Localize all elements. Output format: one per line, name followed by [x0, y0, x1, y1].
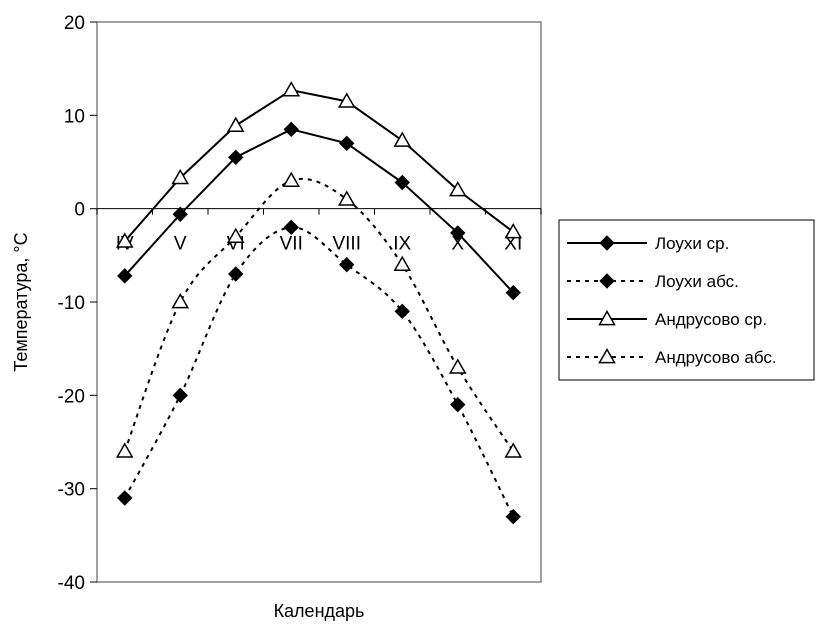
data-point: [283, 121, 299, 138]
x-tick-label: VIII: [332, 234, 361, 255]
data-point: [226, 227, 245, 244]
legend: Лоухи ср. Лоухи абс. Андрусово ср. Андрусов…: [558, 219, 815, 381]
y-tick-label: 10: [64, 106, 85, 127]
y-axis-title: Температура, °C: [11, 232, 31, 371]
data-point: [504, 222, 523, 239]
data-point: [117, 268, 133, 284]
legend-marker: [599, 235, 615, 251]
data-point: [393, 131, 412, 147]
legend-item: Лоухи ср.: [567, 234, 729, 253]
data-point: [339, 135, 355, 152]
legend-label: Лоухи ср.: [655, 234, 729, 253]
x-axis: IVVVIVIIVIIIIXXXI: [96, 208, 542, 255]
data-point: [394, 174, 410, 191]
y-tick-label: 0: [74, 200, 85, 221]
data-point: [394, 303, 410, 320]
series-line: [123, 89, 514, 242]
data-point: [339, 256, 355, 273]
data-point: [115, 442, 134, 458]
x-axis-title: Календарь: [274, 601, 365, 621]
data-point: [172, 206, 188, 222]
y-tick-label: -40: [58, 573, 85, 594]
data-point: [504, 442, 523, 458]
data-point: [171, 292, 190, 309]
legend-item: Андрусово ср.: [567, 309, 767, 329]
legend-label: Лоухи абс.: [655, 272, 739, 291]
legend-marker: [598, 347, 616, 364]
x-tick-label: IX: [393, 234, 411, 255]
data-point: [117, 490, 133, 506]
data-point: [228, 149, 244, 166]
data-point: [450, 225, 466, 241]
y-tick-label: -30: [58, 480, 85, 501]
data-point: [448, 180, 467, 197]
y-axis: -40 -30 -20 -10 0 10 20: [58, 13, 97, 594]
series-layer: [115, 81, 523, 525]
legend-item: Андрусово абс.: [567, 347, 777, 367]
data-point: [337, 92, 356, 108]
series-2: [117, 219, 521, 525]
legend-marker: [598, 309, 616, 326]
data-point: [171, 168, 190, 185]
data-point: [228, 266, 244, 282]
data-point: [448, 358, 467, 374]
data-point: [226, 116, 245, 132]
series-line: [124, 128, 514, 294]
series-3: [115, 81, 523, 248]
series-4: [115, 171, 523, 458]
data-point: [115, 232, 134, 248]
data-point: [337, 190, 356, 206]
data-point: [505, 508, 521, 525]
x-tick-label: V: [174, 234, 187, 255]
x-tick-label: XI: [504, 234, 522, 255]
plot-frame: [96, 21, 542, 583]
data-point: [172, 387, 188, 404]
x-tick-label: X: [451, 234, 464, 255]
data-point: [283, 219, 299, 236]
legend-item: Лоухи абс.: [567, 272, 739, 291]
plot-area: [96, 21, 542, 583]
data-point: [282, 81, 301, 97]
data-point: [282, 171, 301, 188]
legend-marker: [599, 273, 615, 289]
series-1: [117, 121, 521, 301]
data-point: [450, 396, 466, 413]
y-tick-label: -20: [58, 386, 85, 407]
data-point: [505, 284, 521, 301]
y-tick-label: 20: [64, 13, 85, 34]
legend-label: Андрусово ср.: [655, 310, 767, 329]
x-tick-label: VII: [280, 234, 303, 255]
legend-frame: [558, 219, 815, 381]
data-point: [393, 255, 412, 272]
y-tick-label: -10: [58, 293, 85, 314]
legend-label: Андрусово абс.: [655, 348, 777, 367]
